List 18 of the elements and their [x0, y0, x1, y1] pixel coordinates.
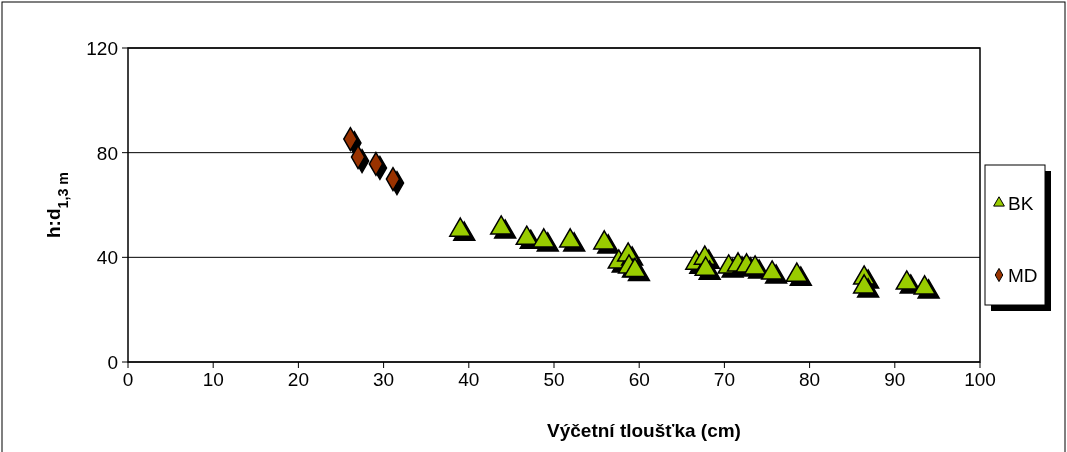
x-tick-label: 0 — [122, 369, 134, 390]
legend-label: BK — [1008, 193, 1034, 214]
y-tick-label: 80 — [96, 142, 118, 164]
x-tick-label: 100 — [964, 369, 996, 390]
legend-label: MD — [1008, 265, 1038, 286]
y-tick-label: 40 — [96, 247, 118, 269]
x-tick-label: 40 — [458, 369, 480, 390]
x-tick-label: 60 — [628, 369, 650, 390]
x-tick-label: 20 — [287, 369, 309, 390]
x-tick-label: 10 — [202, 369, 224, 390]
x-tick-label: 80 — [799, 369, 821, 390]
x-tick-label: 30 — [373, 369, 395, 390]
x-tick-label: 50 — [543, 369, 565, 390]
y-tick-label: 120 — [86, 38, 118, 59]
x-tick-label: 70 — [713, 369, 735, 390]
x-tick-label: 90 — [884, 369, 906, 390]
y-tick-label: 0 — [107, 352, 118, 373]
x-axis-title: Výčetní tloušťka (cm) — [547, 420, 741, 441]
